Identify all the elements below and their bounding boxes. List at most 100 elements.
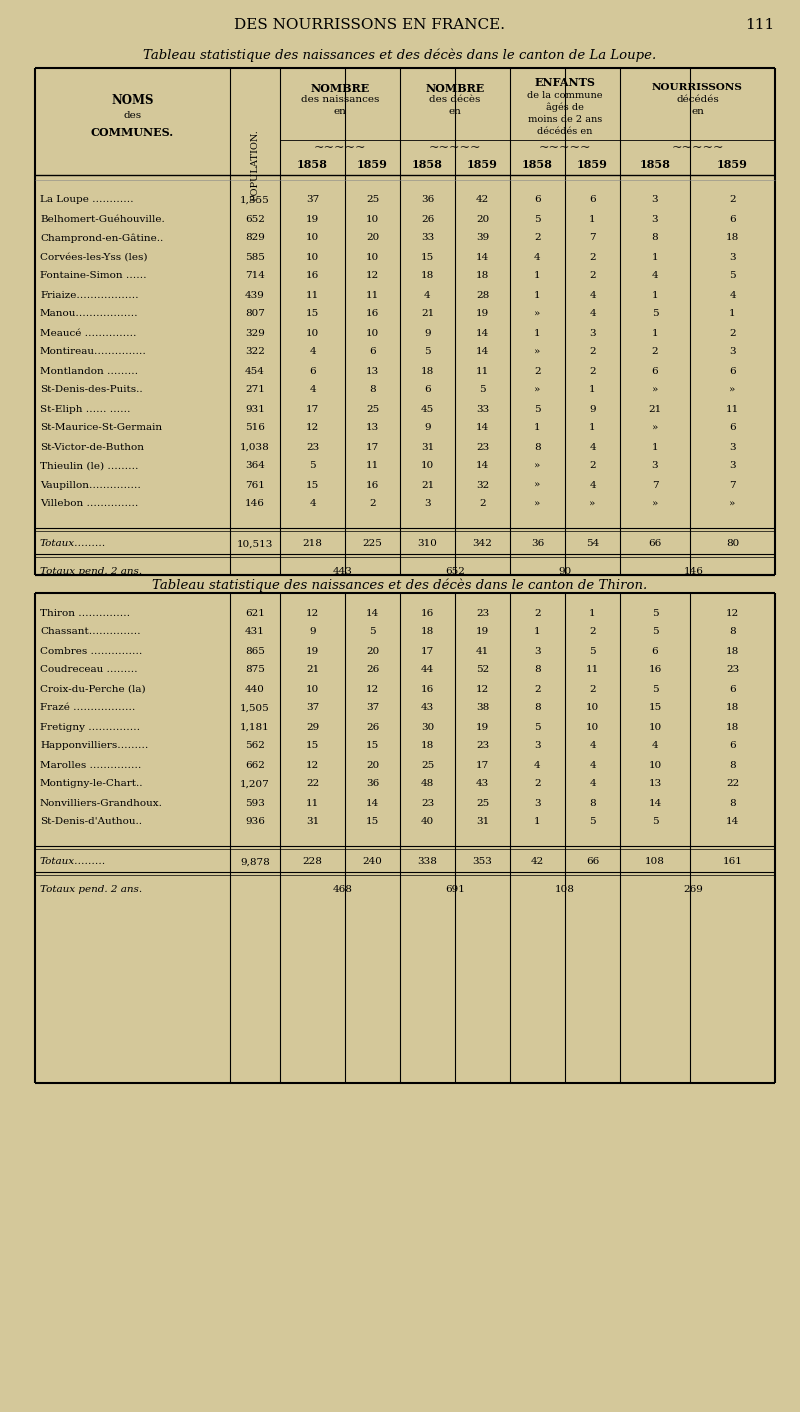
Text: 5: 5 xyxy=(652,309,658,319)
Text: 865: 865 xyxy=(245,647,265,655)
Text: 5: 5 xyxy=(424,347,431,356)
Text: 14: 14 xyxy=(366,609,379,617)
Text: 43: 43 xyxy=(476,779,489,788)
Text: Happonvilliers………: Happonvilliers……… xyxy=(40,741,148,751)
Text: 364: 364 xyxy=(245,462,265,470)
Text: Villebon ……………: Villebon …………… xyxy=(40,500,138,508)
Text: 30: 30 xyxy=(421,723,434,731)
Text: 4: 4 xyxy=(652,271,658,281)
Text: 218: 218 xyxy=(302,539,322,548)
Text: 17: 17 xyxy=(476,761,489,770)
Text: 7: 7 xyxy=(652,480,658,490)
Text: 3: 3 xyxy=(729,347,736,356)
Text: 2: 2 xyxy=(534,367,541,376)
Text: 931: 931 xyxy=(245,404,265,414)
Text: 6: 6 xyxy=(729,215,736,223)
Text: 12: 12 xyxy=(306,609,319,617)
Text: des décès: des décès xyxy=(430,96,481,104)
Text: 16: 16 xyxy=(648,665,662,675)
Text: 5: 5 xyxy=(652,627,658,637)
Text: 4: 4 xyxy=(424,291,431,299)
Text: 111: 111 xyxy=(746,18,774,32)
Text: 108: 108 xyxy=(645,857,665,867)
Text: Montireau……………: Montireau…………… xyxy=(40,347,147,356)
Text: 31: 31 xyxy=(421,442,434,452)
Text: 1: 1 xyxy=(534,271,541,281)
Text: 3: 3 xyxy=(652,215,658,223)
Text: »: » xyxy=(534,500,541,508)
Text: 9,878: 9,878 xyxy=(240,857,270,867)
Text: 1: 1 xyxy=(534,818,541,826)
Text: 329: 329 xyxy=(245,329,265,337)
Text: 1,505: 1,505 xyxy=(240,703,270,713)
Text: 829: 829 xyxy=(245,233,265,243)
Text: 1: 1 xyxy=(589,215,596,223)
Text: La Loupe …………: La Loupe ………… xyxy=(40,195,134,205)
Text: 22: 22 xyxy=(306,779,319,788)
Text: Manou………………: Manou……………… xyxy=(40,309,138,319)
Text: 13: 13 xyxy=(366,424,379,432)
Text: 10: 10 xyxy=(648,723,662,731)
Text: 2: 2 xyxy=(589,367,596,376)
Text: 1859: 1859 xyxy=(357,160,388,171)
Text: 5: 5 xyxy=(534,723,541,731)
Text: »: » xyxy=(590,500,596,508)
Text: »: » xyxy=(534,309,541,319)
Text: 16: 16 xyxy=(366,309,379,319)
Text: 431: 431 xyxy=(245,627,265,637)
Text: 12: 12 xyxy=(306,761,319,770)
Text: 20: 20 xyxy=(366,233,379,243)
Text: 90: 90 xyxy=(558,566,572,576)
Text: 4: 4 xyxy=(652,741,658,751)
Text: 80: 80 xyxy=(726,539,739,548)
Text: 2: 2 xyxy=(729,195,736,205)
Text: 5: 5 xyxy=(369,627,376,637)
Text: 15: 15 xyxy=(306,741,319,751)
Text: 228: 228 xyxy=(302,857,322,867)
Text: 21: 21 xyxy=(421,309,434,319)
Text: 468: 468 xyxy=(333,884,353,894)
Text: 18: 18 xyxy=(421,367,434,376)
Text: 271: 271 xyxy=(245,385,265,394)
Text: 4: 4 xyxy=(534,253,541,261)
Text: 562: 562 xyxy=(245,741,265,751)
Text: 621: 621 xyxy=(245,609,265,617)
Text: 11: 11 xyxy=(476,367,489,376)
Text: Marolles ……………: Marolles …………… xyxy=(40,761,142,770)
Text: St-Denis-des-Puits..: St-Denis-des-Puits.. xyxy=(40,385,142,394)
Text: 6: 6 xyxy=(589,195,596,205)
Text: 4: 4 xyxy=(589,779,596,788)
Text: 108: 108 xyxy=(555,884,575,894)
Text: 2: 2 xyxy=(589,627,596,637)
Text: 11: 11 xyxy=(586,665,599,675)
Text: décédés: décédés xyxy=(676,96,719,104)
Text: 146: 146 xyxy=(245,500,265,508)
Text: 2: 2 xyxy=(369,500,376,508)
Text: 2: 2 xyxy=(534,685,541,693)
Text: »: » xyxy=(652,500,658,508)
Text: 39: 39 xyxy=(476,233,489,243)
Text: 10: 10 xyxy=(366,215,379,223)
Text: 25: 25 xyxy=(366,404,379,414)
Text: 10: 10 xyxy=(421,462,434,470)
Text: 1,038: 1,038 xyxy=(240,442,270,452)
Text: 18: 18 xyxy=(726,723,739,731)
Text: 936: 936 xyxy=(245,818,265,826)
Text: 4: 4 xyxy=(589,309,596,319)
Text: 225: 225 xyxy=(362,539,382,548)
Text: 14: 14 xyxy=(476,462,489,470)
Text: 5: 5 xyxy=(652,818,658,826)
Text: 4: 4 xyxy=(589,291,596,299)
Text: NOMS: NOMS xyxy=(111,93,154,106)
Text: 1,355: 1,355 xyxy=(240,195,270,205)
Text: 516: 516 xyxy=(245,424,265,432)
Text: 1: 1 xyxy=(534,329,541,337)
Text: 42: 42 xyxy=(476,195,489,205)
Text: 10: 10 xyxy=(306,233,319,243)
Text: 7: 7 xyxy=(589,233,596,243)
Text: en: en xyxy=(691,107,704,117)
Text: 338: 338 xyxy=(418,857,438,867)
Text: 23: 23 xyxy=(306,442,319,452)
Text: 1: 1 xyxy=(652,329,658,337)
Text: 2: 2 xyxy=(534,609,541,617)
